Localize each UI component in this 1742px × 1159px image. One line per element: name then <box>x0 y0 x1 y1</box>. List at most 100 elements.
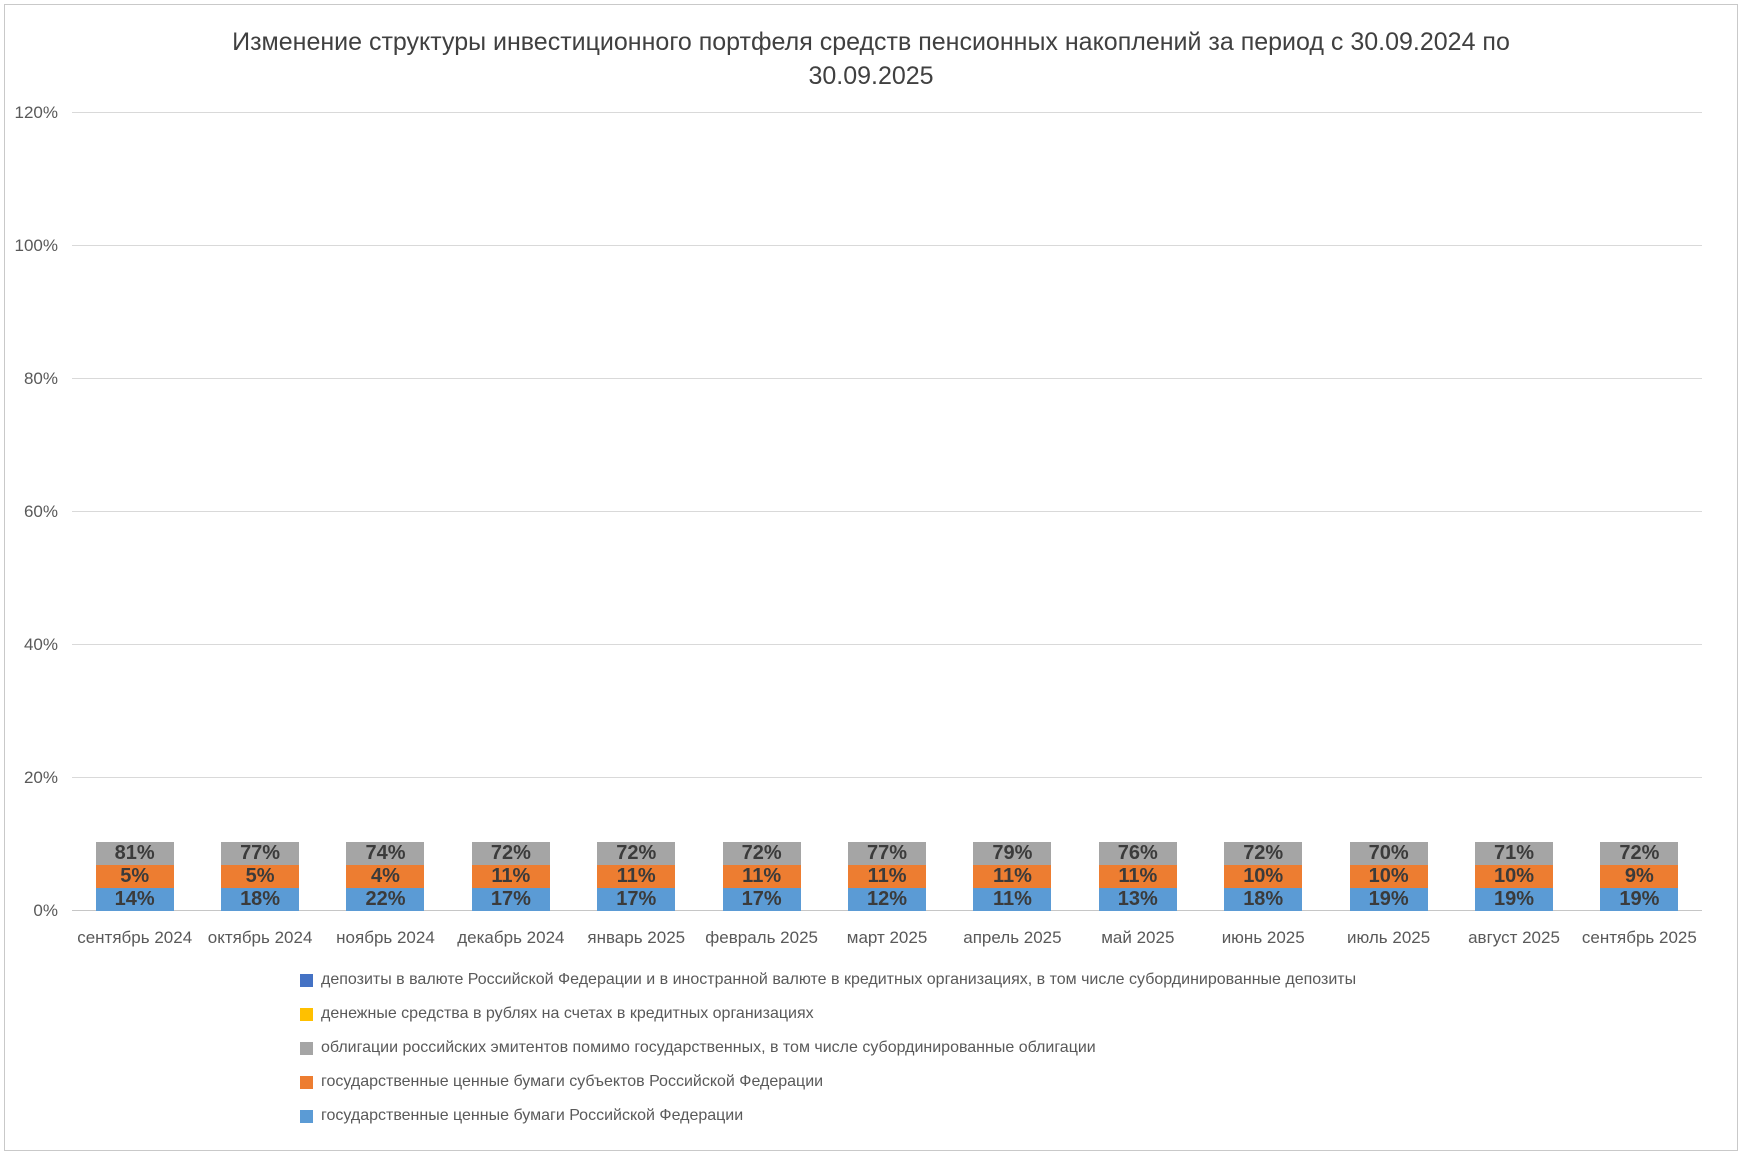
y-tick-label: 0% <box>33 901 58 920</box>
bar-column: 12% 11% 77% <box>824 113 949 911</box>
legend-label: депозиты в валюте Российской Федерации и… <box>321 971 1357 988</box>
segment-value-label: 79% <box>992 842 1033 864</box>
segment-value-label: 9% <box>1624 865 1654 887</box>
stacked-bar: 17% 11% 72% <box>597 842 676 911</box>
x-tick-label: сентябрь 2025 <box>1581 928 1697 947</box>
segment-corporate-bonds: 77% <box>221 842 300 865</box>
segment-rf-gov-securities: 13% <box>1098 888 1177 911</box>
segment-value-label: 11% <box>867 865 907 887</box>
bar-column: 17% 11% 72% <box>574 113 699 911</box>
segment-value-label: 10% <box>1493 865 1534 887</box>
segment-value-label: 18% <box>1243 888 1284 910</box>
bar-column: 17% 11% 72% <box>699 113 824 911</box>
bar-column: 19% 9% 72% <box>1577 113 1702 911</box>
segment-rf-gov-securities: 22% <box>346 888 425 911</box>
gridline-100 <box>72 245 1702 246</box>
chart-frame-border <box>4 4 1738 1151</box>
stacked-bar: 19% 10% 71% <box>1474 842 1553 911</box>
x-axis: сентябрь 2024 октябрь 2024 ноябрь 2024 дека… <box>72 928 1702 948</box>
segment-regional-gov-securities: 4% <box>346 865 425 888</box>
x-tick-label: август 2025 <box>1468 928 1560 947</box>
stacked-bar: 13% 11% 76% <box>1098 842 1177 911</box>
segment-value-label: 12% <box>867 888 908 910</box>
segment-value-label: 72% <box>1243 842 1284 864</box>
segment-corporate-bonds: 72% <box>597 842 676 865</box>
segment-corporate-bonds: 76% <box>1098 842 1177 865</box>
segment-corporate-bonds: 72% <box>1224 842 1303 865</box>
segment-value-label: 4% <box>371 865 400 887</box>
bar-column: 18% 5% 77% <box>197 113 322 911</box>
segment-rf-gov-securities: 12% <box>848 888 927 911</box>
segment-rf-gov-securities: 14% <box>95 888 174 911</box>
bars-container: 14% 5% 81% 18% 5% 77% 22% 4% 74% 17% 11% 72% 17% 11% 7… <box>72 113 1702 911</box>
segment-corporate-bonds: 70% <box>1349 842 1428 865</box>
stacked-bar: 19% 10% 70% <box>1349 842 1428 911</box>
segment-value-label: 14% <box>114 888 155 910</box>
legend-item-regional-gov-securities: государственные ценные бумаги субъектов … <box>300 1072 1356 1092</box>
segment-rf-gov-securities: 19% <box>1349 888 1428 911</box>
segment-value-label: 76% <box>1117 842 1158 864</box>
y-tick-label: 80% <box>23 369 58 389</box>
segment-regional-gov-securities: 11% <box>722 865 801 888</box>
x-tick-label: январь 2025 <box>587 928 686 947</box>
chart-title: Изменение структуры инвестиционного порт… <box>232 28 1510 90</box>
segment-rf-gov-securities: 17% <box>597 888 676 911</box>
gridline-40 <box>72 644 1702 646</box>
stacked-bar: 17% 11% 72% <box>722 842 801 911</box>
segment-regional-gov-securities: 5% <box>95 865 174 888</box>
segment-rf-gov-securities: 11% <box>973 888 1052 911</box>
bar-column: 19% 10% 70% <box>1326 113 1451 911</box>
legend-label: облигации российских эмитентов помимо го… <box>321 1039 1096 1056</box>
segment-value-label: 74% <box>365 842 406 864</box>
x-tick-label: июнь 2025 <box>1221 928 1305 947</box>
legend-item-rf-gov-securities: государственные ценные бумаги Российской… <box>300 1106 1356 1126</box>
legend-swatch-icon <box>300 1041 313 1055</box>
legend-label: государственные ценные бумаги субъектов … <box>321 1073 824 1090</box>
segment-regional-gov-securities: 10% <box>1349 865 1428 888</box>
legend-swatch-icon <box>300 1007 313 1021</box>
segment-value-label: 5% <box>120 865 150 887</box>
segment-value-label: 5% <box>245 865 275 887</box>
x-tick-label: декабрь 2024 <box>457 928 565 947</box>
x-tick-label: февраль 2025 <box>705 928 818 947</box>
segment-regional-gov-securities: 11% <box>597 865 676 888</box>
segment-value-label: 10% <box>1368 865 1409 887</box>
bar-column: 17% 11% 72% <box>448 113 573 911</box>
stacked-bar: 14% 5% 81% <box>95 842 174 911</box>
plot-area: 14% 5% 81% 18% 5% 77% 22% 4% 74% 17% 11% 72% 17% 11% 7… <box>72 112 1702 911</box>
segment-value-label: 17% <box>490 888 531 910</box>
segment-regional-gov-securities: 10% <box>1224 865 1303 888</box>
segment-rf-gov-securities: 19% <box>1600 888 1679 911</box>
x-tick-label: март 2025 <box>846 928 928 947</box>
gridline-120 <box>72 112 1702 113</box>
stacked-bar: 22% 4% 74% <box>346 842 425 911</box>
segment-value-label: 11% <box>742 865 782 887</box>
segment-value-label: 18% <box>240 888 281 910</box>
gridline-60 <box>72 511 1702 512</box>
segment-rf-gov-securities: 17% <box>471 888 550 911</box>
segment-regional-gov-securities: 11% <box>471 865 550 888</box>
legend-label: денежные средства в рублях на счетах в к… <box>321 1005 814 1022</box>
segment-rf-gov-securities: 18% <box>1224 888 1303 911</box>
x-tick-label: сентябрь 2024 <box>77 928 193 947</box>
legend: депозиты в валюте Российской Федерации и… <box>300 970 1356 1140</box>
segment-rf-gov-securities: 17% <box>722 888 801 911</box>
stacked-bar: 19% 9% 72% <box>1600 842 1679 911</box>
segment-value-label: 11% <box>992 888 1032 910</box>
segment-regional-gov-securities: 11% <box>848 865 927 888</box>
stacked-bar: 18% 5% 77% <box>221 842 300 911</box>
y-tick-label: 40% <box>23 635 58 655</box>
bar-column: 14% 5% 81% <box>72 113 197 911</box>
segment-corporate-bonds: 72% <box>471 842 550 865</box>
gridline-80 <box>72 378 1702 380</box>
segment-corporate-bonds: 72% <box>1600 842 1679 865</box>
segment-value-label: 72% <box>741 842 782 864</box>
y-tick-label: 120% <box>14 103 58 122</box>
segment-corporate-bonds: 81% <box>95 842 174 865</box>
segment-value-label: 19% <box>1619 888 1660 910</box>
segment-value-label: 11% <box>1118 865 1158 887</box>
segment-value-label: 13% <box>1117 888 1158 910</box>
segment-regional-gov-securities: 10% <box>1474 865 1553 888</box>
legend-item-cash: денежные средства в рублях на счетах в к… <box>300 1004 1356 1024</box>
stacked-bar: 11% 11% 79% <box>973 842 1052 911</box>
